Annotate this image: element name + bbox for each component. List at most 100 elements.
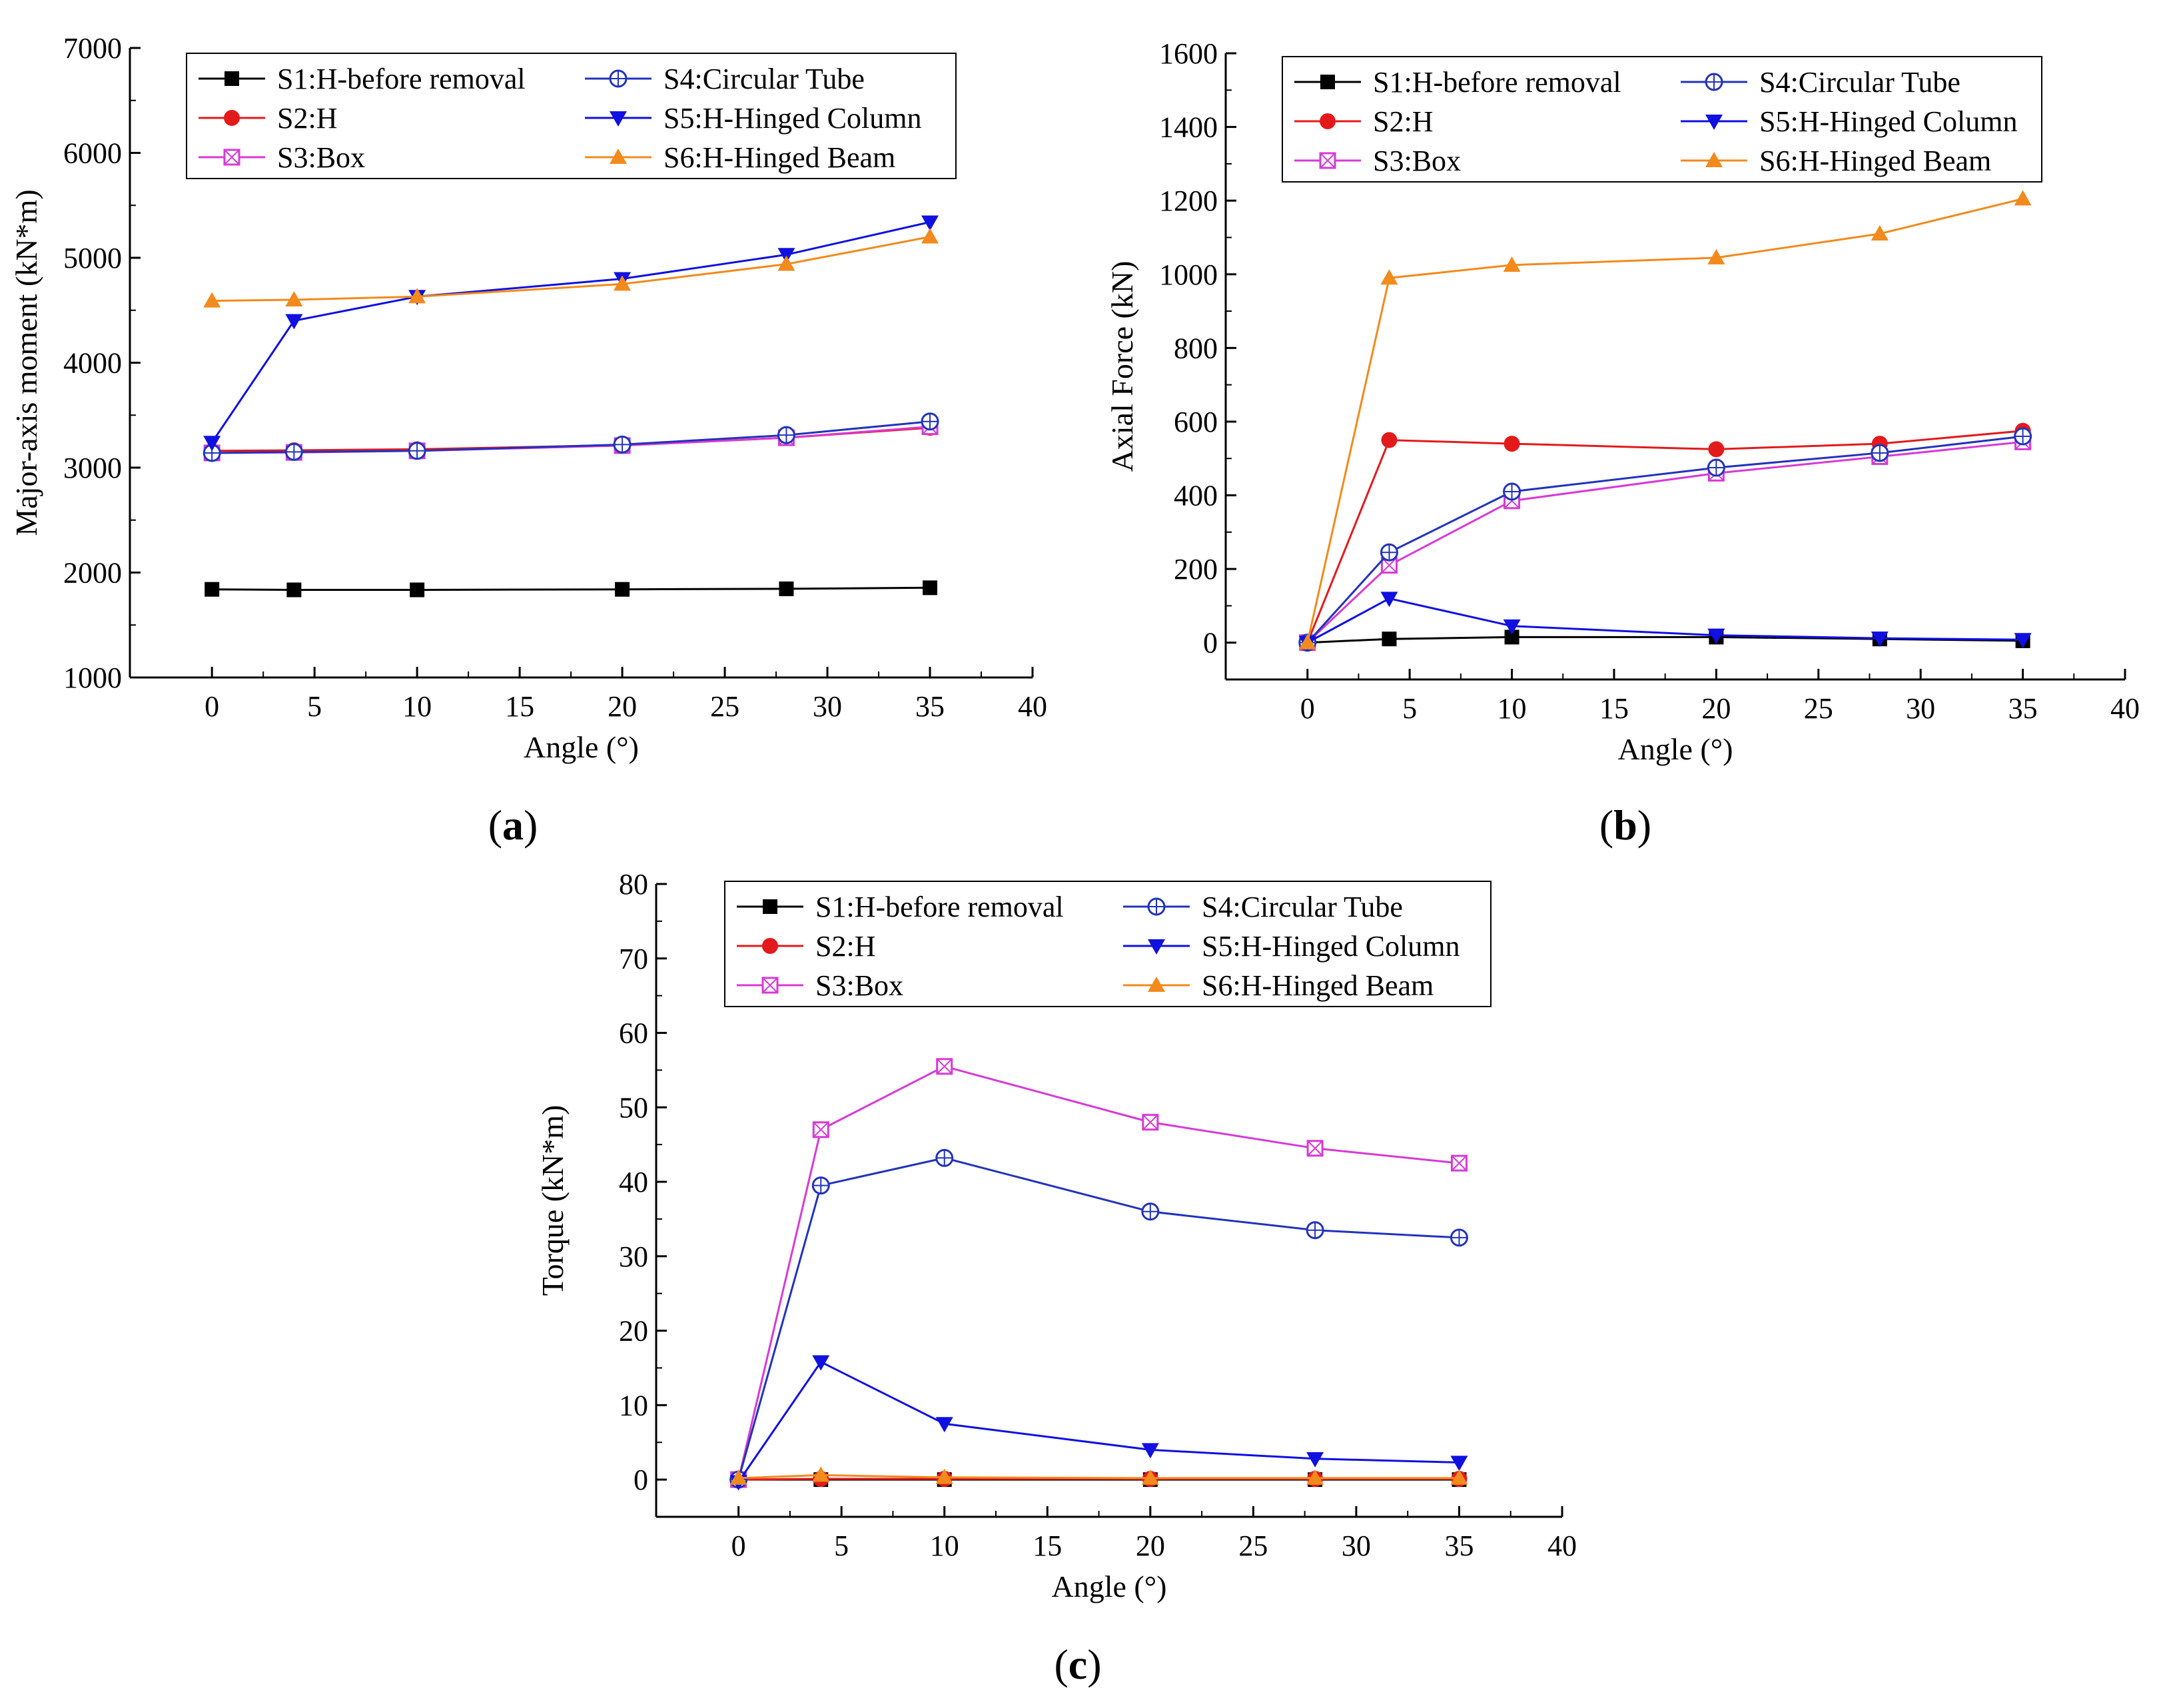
marker-S5 bbox=[1148, 939, 1165, 955]
series-S4 bbox=[729, 1148, 1468, 1489]
marker-S4-plus bbox=[1872, 445, 1887, 460]
y-tick-label: 4000 bbox=[63, 347, 122, 380]
marker-S4-plus bbox=[615, 437, 630, 452]
legend-item-S4: S4:Circular Tube bbox=[585, 63, 865, 95]
x-tick-label: 15 bbox=[1599, 692, 1629, 725]
marker-S6 bbox=[777, 255, 795, 271]
y-tick-label: 200 bbox=[1174, 553, 1218, 586]
series-line-S2 bbox=[1306, 430, 2023, 643]
panel-label-letter: c bbox=[1069, 1641, 1087, 1688]
legend-item-S2: S2:H bbox=[199, 102, 337, 135]
x-tick-label: 15 bbox=[1033, 1529, 1062, 1562]
legend-item-S1: S1:H-before removal bbox=[1294, 66, 1621, 99]
marker-S6 bbox=[2014, 190, 2032, 206]
marker-S6 bbox=[1306, 1469, 1324, 1485]
y-tick-label: 1000 bbox=[63, 661, 122, 694]
series-S6 bbox=[729, 1466, 1468, 1485]
marker-S5 bbox=[1306, 1452, 1324, 1468]
panel-label: (a) bbox=[488, 801, 538, 849]
legend-label-S3: S3:Box bbox=[815, 969, 903, 1002]
y-tick-label: 50 bbox=[619, 1091, 648, 1124]
y-axis-title: Major-axis moment (kN*m) bbox=[9, 189, 43, 536]
chart-panel-b: 0 200 400 600 800 1000 1200 1400 1600 0 5 10 15 20 25 3… bbox=[1105, 37, 2140, 849]
marker-S5 bbox=[203, 436, 221, 452]
marker-S3 bbox=[1319, 152, 1336, 169]
legend-box bbox=[1282, 56, 2042, 183]
legend-box bbox=[724, 881, 1492, 1007]
marker-S4-plus bbox=[1149, 899, 1164, 914]
marker-S4-plus bbox=[1452, 1230, 1467, 1245]
x-tick-label: 30 bbox=[813, 690, 842, 723]
marker-S4-plus bbox=[1504, 484, 1519, 499]
marker-S6 bbox=[610, 149, 627, 164]
marker-S5 bbox=[2014, 633, 2032, 649]
marker-S4 bbox=[777, 426, 795, 444]
marker-S5 bbox=[935, 1417, 953, 1433]
x-tick-label: 10 bbox=[402, 690, 432, 723]
marker-S4-plus bbox=[1709, 460, 1724, 476]
y-tick-label: 40 bbox=[619, 1166, 648, 1198]
y-tick-label: 70 bbox=[619, 943, 648, 975]
legend-label-S4: S4:Circular Tube bbox=[663, 63, 865, 95]
marker-S5 bbox=[1707, 628, 1725, 644]
marker-S6 bbox=[614, 275, 632, 291]
y-tick-label: 600 bbox=[1174, 406, 1218, 438]
panel-label-close-paren: ) bbox=[1087, 1641, 1101, 1688]
series-S3 bbox=[203, 418, 939, 462]
marker-S5 bbox=[1705, 115, 1723, 130]
marker-S4 bbox=[1380, 543, 1398, 562]
marker-S6 bbox=[1705, 152, 1723, 167]
legend-label-S5: S5:H-Hinged Column bbox=[1759, 105, 2017, 138]
legend-label-S2: S2:H bbox=[277, 102, 337, 135]
x-tick-label: 25 bbox=[1804, 692, 1833, 725]
marker-S3 bbox=[1306, 1140, 1324, 1157]
legend-item-S6: S6:H-Hinged Beam bbox=[1123, 969, 1434, 1002]
marker-S6 bbox=[1141, 1469, 1159, 1485]
marker-S5 bbox=[285, 314, 303, 330]
x-tick-label: 40 bbox=[2110, 692, 2140, 725]
marker-S1 bbox=[1320, 75, 1335, 89]
legend: S1:H-before removal S2:H S3:Box S4:Circular… bbox=[186, 53, 957, 179]
x-tick-label: 35 bbox=[2008, 692, 2038, 725]
marker-S6 bbox=[408, 288, 426, 304]
series-S2 bbox=[1299, 422, 2031, 651]
series-line-S5 bbox=[1306, 597, 2023, 644]
series-S3 bbox=[730, 1058, 1468, 1488]
x-tick-label: 10 bbox=[930, 1529, 959, 1562]
marker-S5 bbox=[1141, 1443, 1159, 1459]
marker-S4-plus bbox=[2015, 429, 2030, 444]
marker-S4-plus bbox=[1142, 1204, 1158, 1219]
marker-S4 bbox=[2014, 427, 2032, 446]
marker-S4-plus bbox=[1382, 545, 1397, 560]
series-line-S5 bbox=[211, 220, 931, 444]
y-tick-label: 0 bbox=[1203, 627, 1218, 659]
marker-S5 bbox=[1503, 619, 1521, 635]
marker-S2 bbox=[1320, 113, 1336, 129]
legend-label-S1: S1:H-before removal bbox=[1373, 66, 1621, 99]
series-line-S6 bbox=[1306, 197, 2023, 643]
marker-S4 bbox=[1147, 897, 1166, 916]
y-tick-label: 800 bbox=[1174, 332, 1218, 364]
legend-label-S5: S5:H-Hinged Column bbox=[663, 102, 921, 135]
marker-S3-x bbox=[762, 977, 778, 993]
y-tick-label: 1000 bbox=[1159, 258, 1218, 291]
y-tick-label: 400 bbox=[1174, 480, 1218, 512]
y-axis-title: Torque (kN*m) bbox=[536, 1105, 570, 1296]
marker-S2 bbox=[1504, 436, 1520, 452]
x-tick-label: 30 bbox=[1342, 1529, 1371, 1562]
series-S6 bbox=[1298, 190, 2032, 649]
series-line-S4 bbox=[212, 420, 931, 454]
series-S5 bbox=[729, 1355, 1468, 1491]
marker-S4 bbox=[921, 412, 939, 431]
y-tick-label: 30 bbox=[619, 1240, 648, 1273]
marker-S2 bbox=[1381, 432, 1398, 448]
marker-S5 bbox=[610, 111, 627, 127]
marker-S4-plus bbox=[611, 71, 626, 86]
legend-label-S6: S6:H-Hinged Beam bbox=[1202, 969, 1434, 1002]
marker-S4 bbox=[1306, 1221, 1324, 1240]
series-line-S1 bbox=[212, 586, 931, 591]
x-tick-label: 0 bbox=[731, 1529, 746, 1562]
y-tick-label: 1200 bbox=[1159, 185, 1218, 217]
panel-label: (c) bbox=[1054, 1641, 1101, 1688]
marker-S3-x bbox=[1320, 153, 1336, 169]
